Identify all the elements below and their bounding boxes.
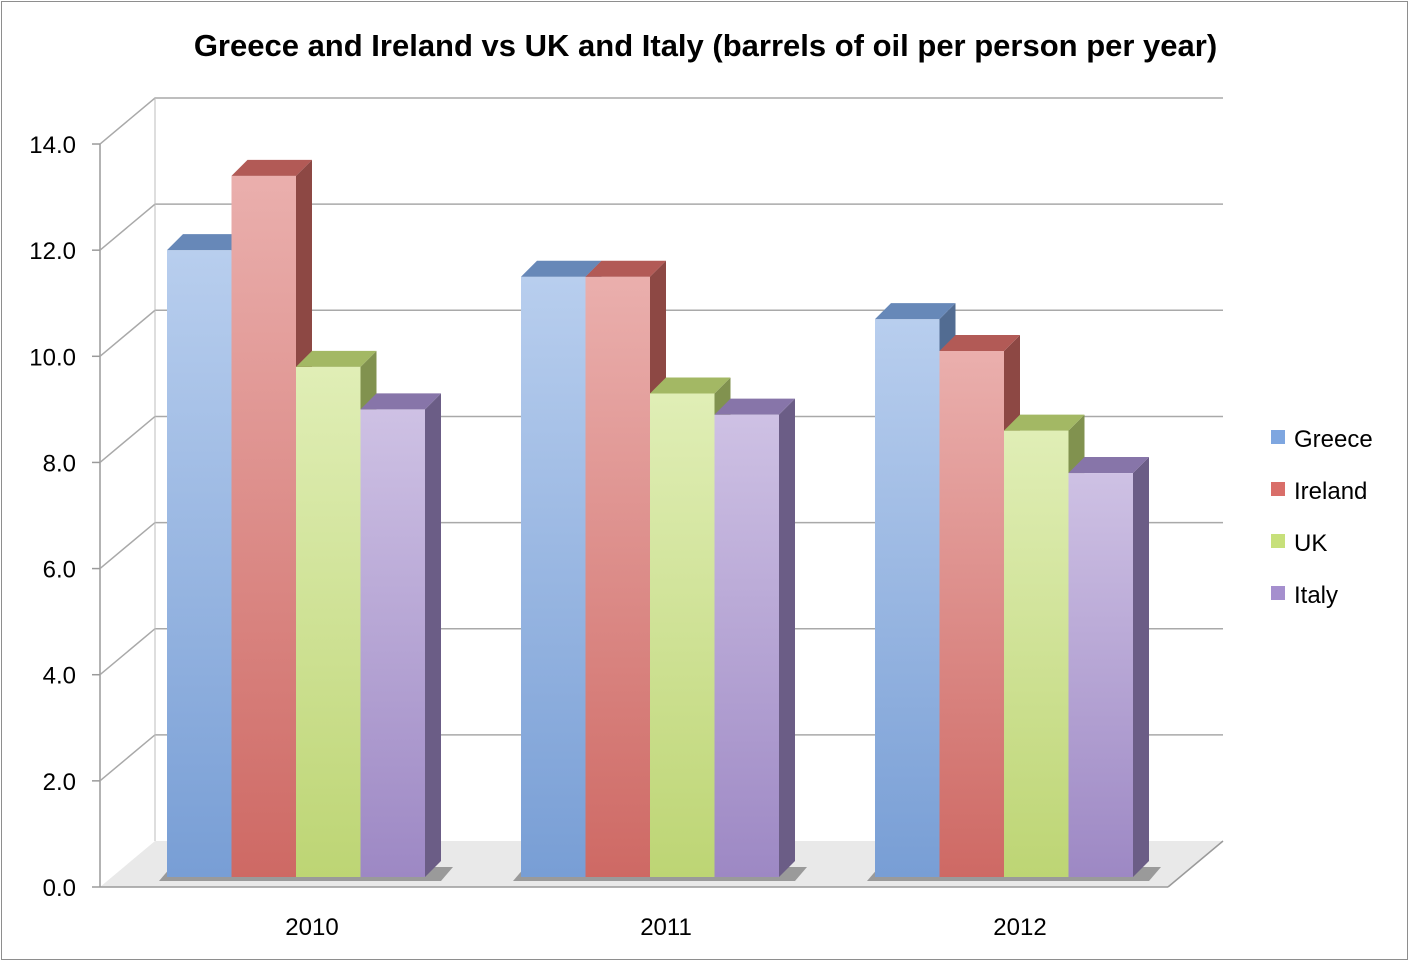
bar-top-face	[1004, 414, 1085, 431]
gridline	[99, 97, 1223, 145]
bar-top-face	[521, 260, 602, 277]
legend-item-greece: Greece	[1271, 426, 1373, 453]
chart-title: Greece and Ireland vs UK and Italy (barr…	[193, 28, 1218, 63]
bar-top-face	[360, 393, 441, 410]
bar-front-face	[167, 250, 232, 877]
bar-front-face	[650, 393, 715, 877]
y-tick-label: 0.0	[43, 875, 76, 902]
bar-side-face	[1133, 457, 1149, 877]
bar-top-face	[939, 334, 1020, 351]
bar-top-face	[714, 398, 795, 415]
bar-top-face	[296, 350, 377, 367]
x-tick-label-2012: 2012	[993, 914, 1046, 941]
legend-label: Greece	[1294, 426, 1373, 453]
bar-italy-2011	[714, 398, 795, 877]
y-axis-ticks: 0.0 2.0 4.0 6.0 8.0 10.0 12.0 14.0	[29, 132, 100, 902]
legend-item-italy: Italy	[1271, 582, 1338, 609]
bar-top-face	[1068, 457, 1149, 474]
bar-side-face	[425, 393, 441, 877]
y-tick-label: 10.0	[29, 344, 76, 371]
bar-front-face	[939, 350, 1004, 877]
bar-front-face	[360, 409, 425, 877]
floor-edge	[1167, 840, 1224, 888]
bar-top-face	[231, 159, 312, 176]
legend-swatch	[1271, 430, 1285, 444]
bar-front-face	[296, 366, 361, 877]
bar-front-face	[521, 276, 586, 877]
legend-item-uk: UK	[1271, 530, 1327, 557]
bar-top-face	[167, 234, 248, 251]
bar-top-face	[585, 260, 666, 277]
bar-top-face	[650, 377, 731, 394]
legend: Greece Ireland UK Italy	[1271, 426, 1373, 609]
bar-front-face	[875, 319, 940, 877]
bar-top-face	[875, 303, 956, 320]
gridlines	[99, 97, 1223, 841]
legend-swatch	[1271, 482, 1285, 496]
bar-front-face	[714, 414, 779, 877]
legend-label: Italy	[1294, 582, 1338, 609]
bar-front-face	[1068, 473, 1133, 877]
legend-swatch	[1271, 534, 1285, 548]
bar-front-face	[1004, 430, 1069, 877]
legend-label: Ireland	[1294, 478, 1367, 505]
legend-label: UK	[1294, 530, 1327, 557]
bars	[159, 159, 1161, 881]
legend-item-ireland: Ireland	[1271, 478, 1367, 505]
x-tick-label-2011: 2011	[640, 914, 692, 941]
bar-side-face	[779, 398, 795, 877]
x-axis-labels: 2010 2011 2012	[285, 914, 1046, 941]
y-tick-label: 2.0	[43, 769, 76, 796]
x-tick-label-2010: 2010	[285, 914, 338, 941]
legend-swatch	[1271, 586, 1285, 600]
bar-italy-2010	[360, 393, 441, 877]
bar-front-face	[231, 175, 296, 877]
bar-front-face	[585, 276, 650, 877]
y-tick-label: 8.0	[43, 450, 76, 477]
y-tick-label: 14.0	[29, 132, 76, 159]
y-tick-label: 4.0	[43, 663, 76, 690]
y-tick-label: 12.0	[29, 238, 76, 265]
bar-italy-2012	[1068, 457, 1149, 877]
y-tick-label: 6.0	[43, 557, 76, 584]
